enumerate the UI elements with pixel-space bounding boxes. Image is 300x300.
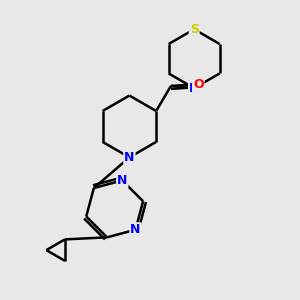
Text: N: N [124, 151, 135, 164]
Text: N: N [117, 174, 128, 187]
Text: N: N [189, 82, 200, 95]
Text: O: O [193, 78, 204, 91]
Text: N: N [130, 223, 141, 236]
Text: S: S [190, 23, 199, 36]
